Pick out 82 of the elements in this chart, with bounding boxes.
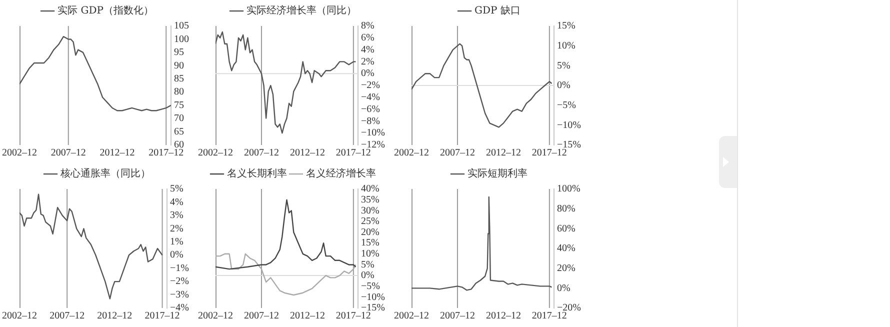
- y-tick-label: 75: [174, 100, 184, 111]
- y-tick-label: 70: [174, 113, 184, 124]
- y-tick-label: −2%: [170, 276, 190, 288]
- x-tick-label: 2017–12: [532, 310, 567, 322]
- y-tick-label: 40%: [557, 243, 576, 254]
- y-tick-label: 90: [174, 60, 184, 72]
- y-tick-label: 15%: [361, 238, 380, 249]
- y-tick-label: 25%: [361, 216, 380, 228]
- x-tick-label: 2017–12: [144, 310, 180, 322]
- y-tick-label: −2%: [361, 80, 380, 92]
- y-tick-label: 65: [174, 126, 184, 138]
- y-tick-label: 2%: [170, 223, 184, 234]
- y-tick-label: 10%: [557, 40, 576, 52]
- x-tick-label: 2002–12: [2, 310, 37, 322]
- x-tick-label: 2007–12: [440, 310, 475, 322]
- y-tick-label: 100%: [557, 184, 580, 195]
- y-tick-label: −10%: [557, 120, 582, 131]
- y-tick-label: 0%: [557, 282, 570, 294]
- y-tick-label: 80%: [557, 203, 576, 214]
- x-tick-label: 2012–12: [486, 148, 521, 159]
- y-tick-label: 35%: [361, 194, 380, 206]
- y-tick-label: 5%: [170, 184, 184, 195]
- legend-label: 核心通胀率（同比）: [60, 168, 150, 180]
- y-tick-label: −4%: [361, 92, 380, 104]
- y-tick-label: 3%: [170, 210, 184, 222]
- x-tick-label: 2002–12: [198, 148, 233, 159]
- x-tick-label: 2002–12: [198, 310, 233, 322]
- y-tick-label: 100: [174, 34, 189, 45]
- x-tick-label: 2002–12: [394, 310, 429, 322]
- y-tick-label: 95: [174, 47, 184, 58]
- y-tick-label: 0%: [361, 68, 374, 80]
- y-tick-label: −3%: [170, 289, 190, 300]
- x-tick-label: 2012–12: [290, 148, 325, 159]
- legend-label: 实际 GDP（指数化）: [58, 4, 154, 17]
- y-tick-label: 20%: [361, 226, 380, 238]
- legend-label: 名义经济增长率: [306, 168, 376, 180]
- y-tick-label: 40%: [361, 184, 380, 195]
- y-tick-label: 85: [174, 74, 184, 85]
- y-tick-label: 2%: [361, 56, 374, 68]
- y-tick-label: 1%: [170, 236, 184, 248]
- x-tick-label: 2007–12: [244, 310, 279, 322]
- y-tick-label: 60%: [557, 223, 576, 234]
- x-tick-label: 2002–12: [2, 148, 37, 159]
- x-tick-label: 2017–12: [148, 148, 184, 159]
- x-tick-label: 2007–12: [50, 310, 85, 322]
- y-tick-label: −10%: [361, 292, 386, 303]
- x-tick-label: 2002–12: [394, 148, 429, 159]
- y-tick-label: 30%: [361, 205, 380, 216]
- legend-label: GDP 缺口: [474, 4, 520, 17]
- x-tick-label: 2012–12: [486, 310, 521, 322]
- y-tick-label: 0%: [557, 80, 570, 92]
- y-tick-label: 20%: [557, 262, 576, 274]
- y-tick-label: 0%: [361, 270, 374, 282]
- x-tick-label: 2007–12: [440, 148, 475, 159]
- y-tick-label: −5%: [361, 280, 380, 292]
- legend-label: 实际经济增长率（同比）: [246, 4, 356, 17]
- y-tick-label: 0%: [170, 250, 184, 261]
- y-tick-label: 6%: [361, 32, 374, 44]
- x-tick-label: 2017–12: [336, 148, 371, 159]
- y-tick-label: 5%: [361, 259, 374, 270]
- legend-label: 实际短期利率: [468, 168, 528, 180]
- x-tick-label: 2007–12: [244, 148, 279, 159]
- x-tick-label: 2012–12: [100, 148, 135, 159]
- x-tick-label: 2012–12: [290, 310, 325, 322]
- y-tick-label: 80: [174, 86, 184, 98]
- y-tick-label: −5%: [557, 100, 576, 111]
- x-tick-label: 2017–12: [336, 310, 371, 322]
- legend-label: 名义长期利率: [227, 168, 287, 180]
- y-tick-label: 4%: [361, 44, 374, 56]
- y-tick-label: 5%: [557, 60, 570, 72]
- y-tick-label: 4%: [170, 196, 184, 208]
- x-tick-label: 2007–12: [50, 148, 86, 159]
- y-tick-label: −6%: [361, 104, 380, 115]
- y-tick-label: −10%: [361, 128, 386, 139]
- y-tick-label: 105: [174, 20, 189, 32]
- y-tick-label: 8%: [361, 20, 374, 32]
- y-tick-label: −1%: [170, 262, 190, 274]
- x-tick-label: 2012–12: [97, 310, 132, 322]
- y-tick-label: 10%: [361, 248, 380, 260]
- y-tick-label: 15%: [557, 20, 576, 32]
- x-tick-label: 2017–12: [532, 148, 567, 159]
- y-tick-label: −8%: [361, 116, 380, 127]
